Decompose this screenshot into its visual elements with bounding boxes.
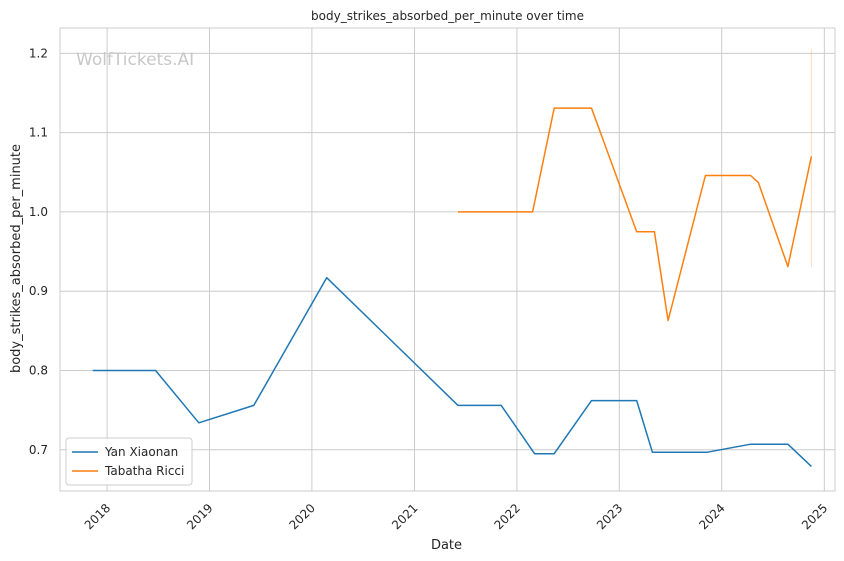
x-tick-label: 2019 [184,501,215,532]
x-tick-label: 2022 [492,501,523,532]
y-axis-label: body_strikes_absorbed_per_minute [9,144,24,373]
series-line-tabatha-ricci [458,107,813,322]
x-tick-label: 2025 [799,501,830,532]
y-tick-label: 0.9 [29,284,48,298]
legend-label-yan-xiaonan: Yan Xiaonan [104,445,178,459]
y-tick-label: 1.1 [29,126,48,140]
series-line-yan-xiaonan [92,276,812,467]
y-tick-label: 0.7 [29,443,48,457]
legend: Yan Xiaonan Tabatha Ricci [65,437,193,486]
x-tick-label: 2021 [389,501,420,532]
x-tick-labels: 2018 2019 2020 2021 2022 2023 2024 2025 [82,501,831,532]
x-tick-label: 2024 [696,501,727,532]
legend-box [65,437,193,486]
x-tick-label: 2020 [287,501,318,532]
plot-frame [59,27,836,492]
x-tick-label: 2018 [82,501,113,532]
y-tick-labels: 0.7 0.8 0.9 1.0 1.1 1.2 [29,46,48,456]
y-tick-label: 1.2 [29,46,48,60]
watermark-text: WolfTickets.AI [76,50,194,70]
legend-label-tabatha-ricci: Tabatha Ricci [104,464,184,478]
chart-title: body_strikes_absorbed_per_minute over ti… [311,9,584,23]
y-tick-label: 1.0 [29,205,48,219]
x-tick-label: 2023 [594,501,625,532]
y-tick-label: 0.8 [29,363,48,377]
grid-lines [60,28,835,491]
series-layer [92,49,813,467]
x-axis-label: Date [431,538,462,553]
